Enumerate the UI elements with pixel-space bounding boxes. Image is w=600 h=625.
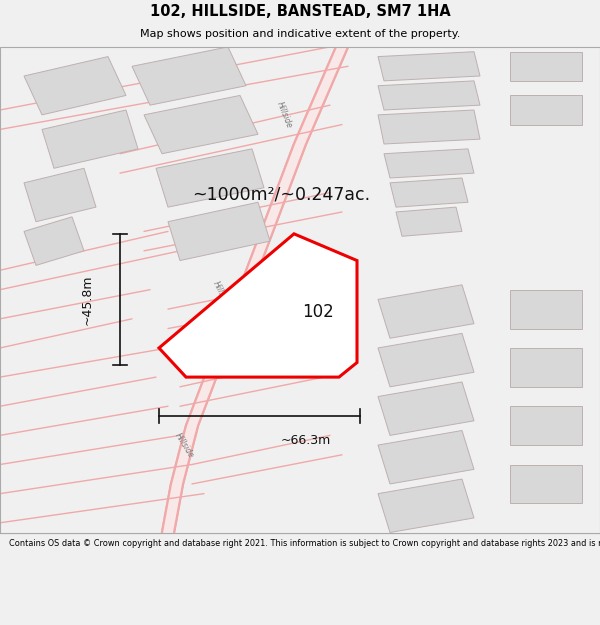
Text: Contains OS data © Crown copyright and database right 2021. This information is : Contains OS data © Crown copyright and d… (9, 539, 600, 548)
Polygon shape (378, 479, 474, 532)
Text: ~45.8m: ~45.8m (80, 274, 94, 324)
Polygon shape (384, 149, 474, 178)
Polygon shape (24, 217, 84, 266)
Polygon shape (510, 52, 582, 81)
Polygon shape (510, 348, 582, 387)
Polygon shape (396, 207, 462, 236)
Text: ~66.3m: ~66.3m (281, 434, 331, 447)
Polygon shape (378, 382, 474, 436)
Polygon shape (510, 96, 582, 124)
Text: 102, HILLSIDE, BANSTEAD, SM7 1HA: 102, HILLSIDE, BANSTEAD, SM7 1HA (149, 4, 451, 19)
Polygon shape (378, 110, 480, 144)
Text: Hillside: Hillside (211, 280, 233, 309)
Text: ~1000m²/~0.247ac.: ~1000m²/~0.247ac. (192, 186, 370, 204)
Polygon shape (168, 202, 270, 261)
Polygon shape (24, 168, 96, 222)
Polygon shape (24, 57, 126, 115)
Polygon shape (42, 110, 138, 168)
Polygon shape (156, 149, 264, 207)
Polygon shape (144, 96, 258, 154)
Text: Map shows position and indicative extent of the property.: Map shows position and indicative extent… (140, 29, 460, 39)
Polygon shape (390, 178, 468, 207)
Polygon shape (378, 285, 474, 338)
Text: 102: 102 (302, 302, 334, 321)
Polygon shape (378, 333, 474, 387)
Polygon shape (159, 234, 357, 377)
Polygon shape (378, 81, 480, 110)
Polygon shape (132, 47, 246, 105)
Polygon shape (162, 47, 348, 532)
Polygon shape (378, 52, 480, 81)
Text: Hillside: Hillside (275, 100, 294, 129)
Polygon shape (510, 464, 582, 503)
Polygon shape (510, 406, 582, 445)
Text: Hillside: Hillside (173, 431, 196, 459)
Polygon shape (378, 431, 474, 484)
Polygon shape (510, 290, 582, 329)
